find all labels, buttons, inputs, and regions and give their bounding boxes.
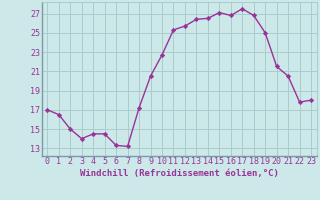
X-axis label: Windchill (Refroidissement éolien,°C): Windchill (Refroidissement éolien,°C)	[80, 169, 279, 178]
